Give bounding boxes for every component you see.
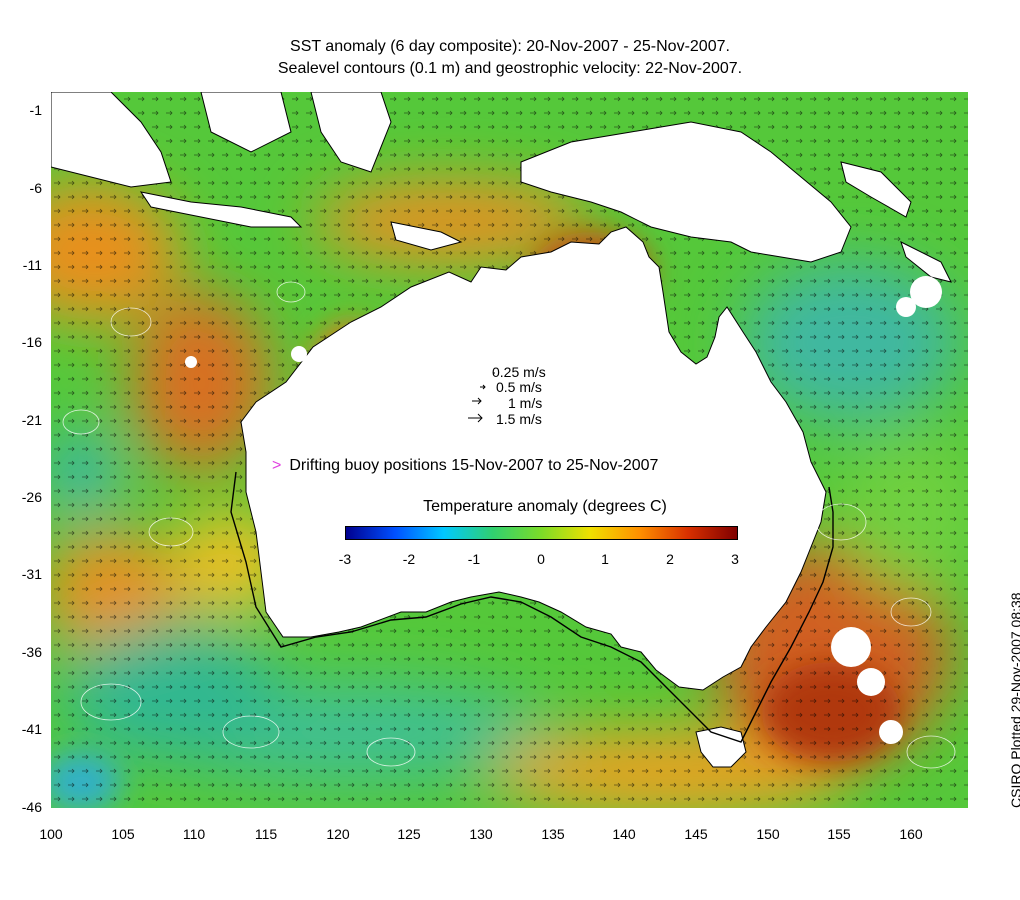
colorbar-title: Temperature anomaly (degrees C) xyxy=(423,498,667,515)
y-tick: -16 xyxy=(21,334,42,350)
x-tick: 130 xyxy=(469,826,493,842)
velocity-legend-label: 1.5 m/s xyxy=(496,411,542,427)
x-tick: 150 xyxy=(756,826,780,842)
colorbar-tick: 0 xyxy=(537,551,545,567)
new-guinea-land xyxy=(520,121,852,263)
colorbar-tick: 2 xyxy=(666,551,674,567)
title-line-1: SST anomaly (6 day composite): 20-Nov-20… xyxy=(290,38,730,55)
colorbar xyxy=(345,526,738,540)
buoy-legend-text: Drifting buoy positions 15-Nov-2007 to 2… xyxy=(289,457,659,474)
velocity-legend-arrows xyxy=(468,372,495,423)
tasmania-land xyxy=(695,726,747,768)
velocity-legend-label: 0.25 m/s xyxy=(492,364,546,380)
x-tick: 135 xyxy=(541,826,565,842)
y-tick: -11 xyxy=(22,257,42,273)
y-tick: -46 xyxy=(21,799,42,815)
y-tick: -36 xyxy=(21,644,42,660)
y-tick: -41 xyxy=(21,721,42,737)
y-tick: -26 xyxy=(21,489,42,505)
australia-land xyxy=(240,226,827,691)
y-tick: -6 xyxy=(29,180,42,196)
x-tick: 110 xyxy=(182,826,206,842)
colorbar-tick: -1 xyxy=(467,551,481,567)
y-tick: -31 xyxy=(21,566,42,582)
y-tick: -1 xyxy=(29,102,42,118)
x-tick: 155 xyxy=(827,826,851,842)
buoy-marker-icon: > xyxy=(272,457,282,474)
colorbar-tick: -3 xyxy=(338,551,352,567)
x-tick: 120 xyxy=(326,826,350,842)
colorbar-tick: -2 xyxy=(402,551,416,567)
velocity-legend-label: 0.5 m/s xyxy=(496,379,542,395)
y-tick: -21 xyxy=(21,412,42,428)
buoy-legend: > Drifting buoy positions 15-Nov-2007 to … xyxy=(272,457,658,475)
x-tick: 125 xyxy=(397,826,421,842)
colorbar-tick: 1 xyxy=(601,551,609,567)
x-tick: 160 xyxy=(899,826,923,842)
title-line-2: Sealevel contours (0.1 m) and geostrophi… xyxy=(277,60,743,77)
shelf-contour xyxy=(230,471,834,743)
x-tick: 100 xyxy=(39,826,63,842)
indonesia-land xyxy=(51,92,172,188)
x-tick: 115 xyxy=(254,826,278,842)
x-tick: 145 xyxy=(684,826,708,842)
x-tick: 140 xyxy=(612,826,636,842)
credit-text: CSIRO Plotted 29-Nov-2007 08:38 xyxy=(1008,592,1020,808)
colorbar-tick: 3 xyxy=(731,551,739,567)
velocity-legend-label: 1 m/s xyxy=(508,395,543,411)
sst-map xyxy=(51,92,968,808)
x-tick: 105 xyxy=(111,826,135,842)
